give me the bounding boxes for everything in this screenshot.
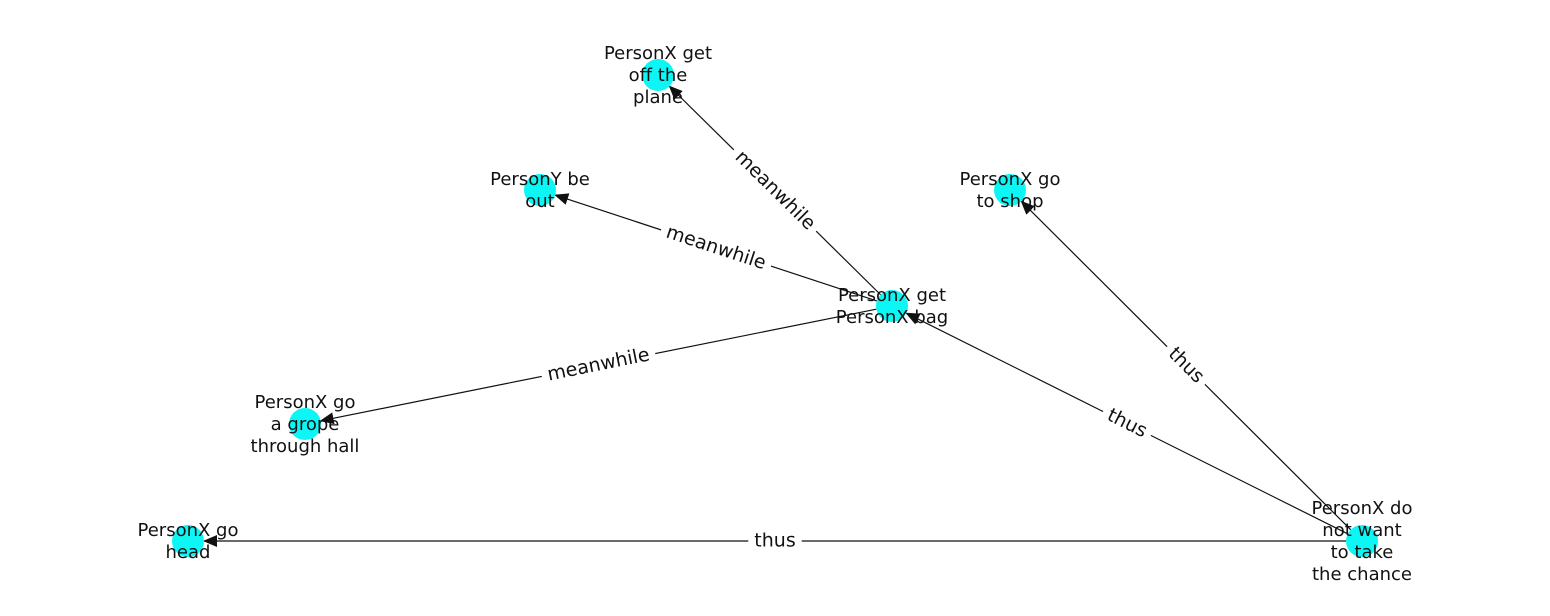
edge-label: thus — [754, 530, 795, 552]
node-label-line: PersonY be — [490, 169, 590, 190]
node-label-grope: PersonX go a grope through hall — [251, 392, 360, 457]
edges-layer — [203, 85, 1352, 547]
node-persony — [524, 174, 556, 206]
nodes-layer — [172, 59, 1378, 557]
node-chance — [1346, 525, 1378, 557]
edge-label-background — [1158, 337, 1215, 394]
edge-label-background — [1097, 399, 1157, 447]
node-label-line: through hall — [251, 436, 360, 457]
node-bag — [876, 290, 908, 322]
edge-label-background — [725, 140, 826, 241]
node-label-line: not want — [1322, 520, 1401, 541]
edge-label-group: meanwhile — [725, 140, 826, 241]
node-shop — [994, 174, 1026, 206]
node-label-persony: PersonY be out — [490, 169, 590, 212]
node-label-chance: PersonX do not want to take the chance — [1312, 498, 1413, 585]
node-label-shop: PersonX go to shop — [960, 169, 1061, 212]
edge-label-background — [539, 340, 658, 389]
node-label-line: PersonX get — [838, 285, 946, 306]
edge-label-background — [748, 527, 802, 554]
node-label-line: head — [166, 542, 211, 563]
edge-label: meanwhile — [731, 146, 820, 235]
node-label-line: off the — [629, 65, 688, 86]
node-label-line: PersonX go — [960, 169, 1061, 190]
edge-label: meanwhile — [545, 344, 651, 386]
edge-label-group: thus — [748, 527, 802, 554]
edge-label-group: thus — [1097, 399, 1157, 447]
node-label-line: PersonX bag — [836, 307, 948, 328]
node-label-bag: PersonX get PersonX bag — [836, 285, 948, 328]
edge-label-background — [657, 217, 776, 278]
node-label-plane: PersonX get off the plane — [604, 43, 712, 108]
node-plane — [642, 59, 674, 91]
node-label-line: PersonX get — [604, 43, 712, 64]
node-label-line: out — [525, 191, 554, 212]
node-label-line: PersonX do — [1312, 498, 1413, 519]
node-head — [172, 525, 204, 557]
node-label-line: PersonX go — [138, 520, 239, 541]
node-label-line: plane — [633, 87, 683, 108]
node-label-line: the chance — [1312, 564, 1412, 585]
edge-label-group: meanwhile — [657, 217, 776, 278]
node-label-line: to shop — [976, 191, 1043, 212]
node-label-line: a grope — [271, 414, 340, 435]
node-grope — [289, 408, 321, 440]
node-label-line: to take — [1331, 542, 1394, 563]
edge-label-group: meanwhile — [539, 340, 658, 389]
node-label-line: PersonX go — [255, 392, 356, 413]
node-label-head: PersonX go head — [138, 520, 239, 563]
